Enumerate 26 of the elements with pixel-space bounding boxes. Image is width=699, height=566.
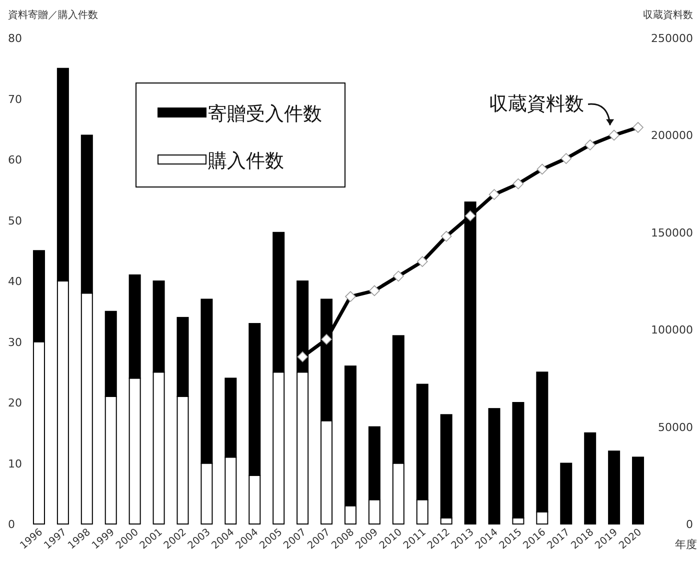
y2-tick-label: 100000 bbox=[651, 324, 693, 337]
y-tick-label: 50 bbox=[8, 214, 22, 228]
x-axis-title: 年度 bbox=[675, 538, 697, 551]
bar bbox=[488, 408, 500, 524]
y-tick-label: 20 bbox=[8, 396, 22, 410]
y2-tick-label: 150000 bbox=[651, 226, 693, 240]
bar bbox=[632, 456, 644, 524]
y2-tick-label: 250000 bbox=[651, 32, 693, 45]
y-tick-label: 0 bbox=[8, 518, 15, 531]
y-tick-label: 40 bbox=[8, 275, 22, 288]
y-tick-label: 30 bbox=[8, 336, 22, 349]
legend-label: 寄贈受入件数 bbox=[208, 103, 322, 125]
y2-tick-label: 0 bbox=[686, 518, 693, 531]
y-tick-label: 10 bbox=[8, 457, 22, 470]
legend-label: 購入件数 bbox=[208, 150, 284, 172]
y2-axis-title: 収蔵資料数 bbox=[643, 9, 693, 21]
y2-tick-label: 200000 bbox=[651, 129, 693, 142]
bar bbox=[608, 450, 620, 524]
series-label: 収蔵資料数 bbox=[489, 93, 584, 116]
y-tick-label: 70 bbox=[8, 92, 22, 106]
bar bbox=[584, 432, 596, 524]
y-axis-title: 資料寄贈／購入件数 bbox=[8, 9, 98, 21]
y-tick-label: 60 bbox=[8, 154, 22, 166]
y-tick-label: 80 bbox=[8, 32, 22, 45]
y2-tick-label: 50000 bbox=[658, 420, 693, 434]
bar bbox=[560, 462, 572, 524]
